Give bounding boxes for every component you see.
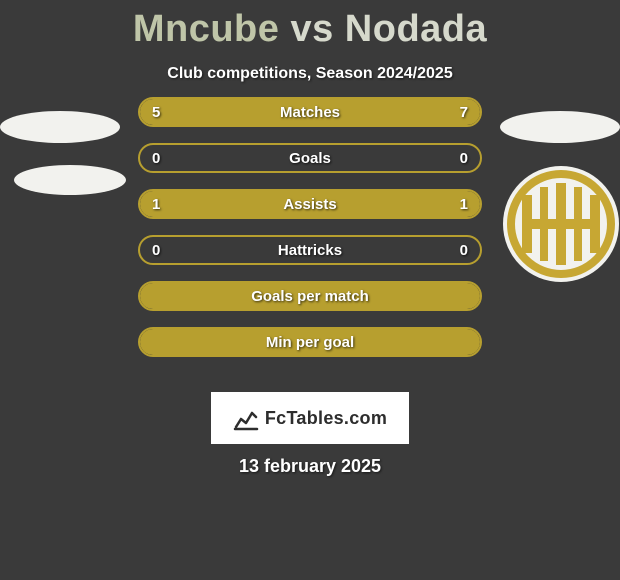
stat-fill-right	[276, 99, 480, 125]
subtitle: Club competitions, Season 2024/2025	[0, 65, 620, 83]
stat-fill-left	[140, 329, 480, 355]
stat-fill-right	[310, 191, 480, 217]
stat-label: Hattricks	[140, 237, 480, 263]
player1-badge-placeholder-2	[14, 165, 126, 195]
stat-row: 0 0Hattricks	[138, 235, 482, 265]
stat-row: 11Assists	[138, 189, 482, 219]
stat-row: Goals per match	[138, 281, 482, 311]
player1-name: Mncube	[133, 8, 280, 50]
stat-label: Goals	[140, 145, 480, 171]
stat-value-left: 0	[152, 145, 160, 171]
comparison-title: Mncube vs Nodada	[0, 0, 620, 51]
vs-text: vs	[290, 8, 333, 50]
stat-bars: 57Matches00Goals11Assists00HattricksGoal…	[138, 97, 482, 373]
footer-date: 13 february 2025	[0, 456, 620, 477]
stat-row: Min per goal	[138, 327, 482, 357]
stat-value-right: 0	[460, 145, 468, 171]
stat-fill-left	[140, 99, 276, 125]
branding-icon	[233, 405, 259, 431]
stat-value-right: 0	[460, 237, 468, 263]
stat-value-left: 0	[152, 237, 160, 263]
stat-fill-left	[140, 283, 480, 309]
player2-badge-placeholder-1	[500, 111, 620, 143]
player2-name: Nodada	[345, 8, 487, 50]
stat-row: 57Matches	[138, 97, 482, 127]
player1-badge-placeholder-1	[0, 111, 120, 143]
branding-text: FcTables.com	[265, 408, 387, 429]
stat-row: 0 0Goals	[138, 143, 482, 173]
stat-fill-left	[140, 191, 310, 217]
branding-badge: FcTables.com	[211, 392, 409, 444]
player2-club-crest	[502, 165, 620, 283]
